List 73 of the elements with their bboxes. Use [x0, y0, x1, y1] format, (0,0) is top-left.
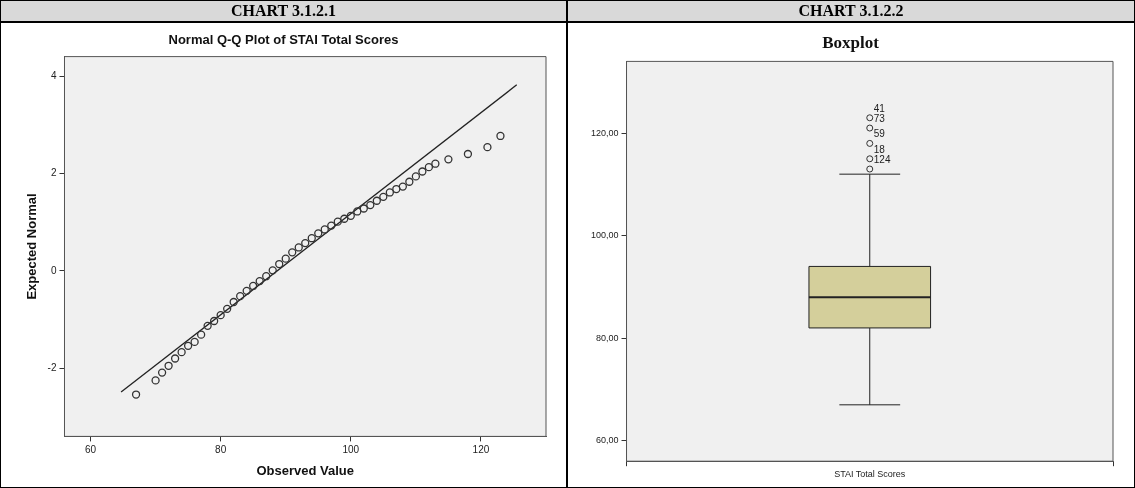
y-tick-label: -2	[47, 361, 57, 373]
point	[177, 348, 186, 357]
point	[210, 316, 219, 326]
point	[223, 304, 232, 313]
x-tick-label: 120	[472, 444, 490, 456]
point	[320, 225, 329, 234]
point	[229, 297, 238, 307]
x-tick-label: 80	[215, 444, 227, 456]
point	[496, 131, 505, 141]
point	[405, 177, 414, 186]
point	[333, 217, 342, 226]
point	[196, 330, 206, 339]
point	[170, 354, 180, 363]
point	[372, 196, 381, 205]
point	[157, 368, 167, 377]
point	[288, 248, 297, 257]
point	[483, 143, 492, 152]
point	[307, 234, 316, 243]
x-tick-label: 60	[84, 444, 97, 456]
point	[236, 292, 245, 301]
point	[359, 204, 368, 213]
point	[463, 149, 473, 159]
y-tick-label: 2	[50, 167, 57, 179]
point	[262, 272, 271, 281]
point	[183, 341, 193, 350]
point	[431, 159, 440, 168]
point	[275, 259, 284, 269]
point	[340, 214, 349, 223]
annotation: 59	[873, 128, 886, 140]
point	[249, 281, 258, 291]
x-tick-label: STAI Total Scores	[834, 469, 906, 480]
y-tick-label: 0	[50, 264, 57, 276]
annotation: 41	[873, 102, 886, 114]
point	[242, 286, 251, 295]
chart-subtitle: Boxplot	[822, 32, 880, 52]
annotation: 124	[873, 153, 891, 165]
point	[301, 238, 310, 248]
point	[281, 254, 290, 263]
y-tick-label: 80,00	[596, 332, 619, 343]
y-tick-label: 4	[50, 69, 57, 81]
point	[164, 361, 173, 370]
x-tick-label: 100	[342, 444, 360, 456]
point	[327, 221, 336, 230]
point	[268, 266, 277, 275]
x-axis-title: Observed Value	[256, 462, 355, 478]
point	[424, 162, 434, 172]
y-tick-label: 120,00	[591, 127, 619, 138]
y-axis-title: Expected Normal	[24, 193, 40, 300]
point	[392, 184, 401, 194]
point	[190, 337, 199, 347]
point	[366, 200, 375, 210]
point	[203, 321, 212, 331]
point	[216, 311, 225, 320]
point	[385, 188, 394, 197]
point	[131, 390, 141, 399]
point	[346, 211, 355, 220]
chart-title: CHART 3.1.2.2	[568, 1, 1134, 23]
point	[255, 276, 264, 286]
y-tick-label: 100,00	[591, 230, 619, 241]
chart-title: CHART 3.1.2.1	[1, 1, 566, 23]
point	[151, 376, 160, 385]
chart-subtitle: Normal Q-Q Plot of STAI Total Scores	[168, 32, 399, 48]
point	[379, 192, 388, 201]
annotation: 73	[873, 112, 886, 124]
point	[418, 167, 427, 176]
point	[398, 182, 407, 191]
annotation: 18	[873, 143, 886, 155]
point	[411, 172, 421, 181]
point	[314, 229, 323, 238]
point	[353, 207, 362, 216]
point	[444, 155, 453, 164]
point	[294, 243, 303, 252]
y-tick-label: 60,00	[596, 435, 619, 446]
